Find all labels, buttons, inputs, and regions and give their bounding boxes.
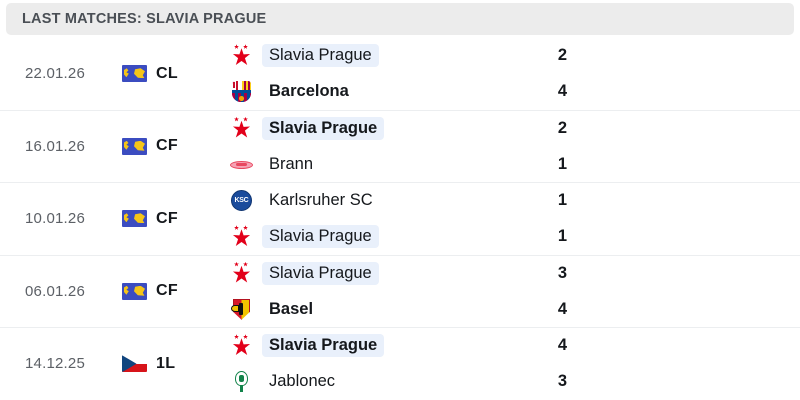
teams-cell: Slavia Prague Barcelona (220, 38, 470, 110)
competition-cell[interactable]: CF (110, 111, 220, 183)
away-team-line[interactable]: Jablonec (230, 371, 470, 393)
row-spacer (655, 183, 800, 255)
teams-cell: Slavia Prague Brann (220, 111, 470, 183)
match-date: 06.01.26 (25, 282, 85, 300)
home-score: 2 (557, 118, 568, 137)
match-date: 16.01.26 (25, 137, 85, 155)
match-date: 22.01.26 (25, 65, 85, 83)
scores-cell: 1 1 (470, 183, 655, 255)
competition-code: CF (156, 209, 178, 227)
home-team-name: Karlsruher SC (269, 191, 373, 210)
home-team-line[interactable]: Slavia Prague (230, 44, 470, 68)
table-row[interactable]: 06.01.26 CF Slavia Prague Basel (0, 255, 800, 328)
home-score: 1 (557, 191, 568, 210)
slavia-prague-crest-icon (230, 116, 253, 140)
scores-cell: 4 3 (470, 328, 655, 400)
away-score: 4 (557, 82, 568, 101)
away-team-name: Barcelona (269, 82, 349, 101)
slavia-prague-crest-icon (230, 225, 253, 248)
match-list: 22.01.26 CL Slavia Prague Barcelona (0, 38, 800, 400)
table-row[interactable]: 16.01.26 CF Slavia Prague Brann (0, 110, 800, 183)
competition-cell[interactable]: CL (110, 38, 220, 110)
home-team-line[interactable]: Slavia Prague (230, 261, 470, 285)
away-score: 3 (557, 372, 568, 391)
competition-code: 1L (156, 354, 176, 372)
competition-code: CL (156, 64, 178, 82)
uefa-flag-icon (122, 137, 147, 155)
competition-cell[interactable]: CF (110, 256, 220, 328)
czech-flag-icon (122, 355, 147, 373)
home-team-name: Slavia Prague (262, 261, 379, 285)
uefa-flag-icon (122, 65, 147, 83)
away-team-name: Jablonec (269, 372, 336, 391)
table-row[interactable]: 10.01.26 CF KSC Karlsruher SC Slavia Pra… (0, 183, 800, 256)
away-score: 1 (557, 227, 568, 246)
home-team-line[interactable]: Slavia Prague (230, 334, 470, 358)
match-date: 14.12.25 (25, 355, 85, 373)
row-spacer (655, 38, 800, 110)
slavia-prague-crest-icon (230, 261, 253, 285)
home-team-name: Slavia Prague (262, 334, 385, 358)
scores-cell: 3 4 (470, 256, 655, 328)
slavia-prague-crest-icon (230, 44, 253, 67)
away-score: 4 (557, 299, 568, 318)
away-team-line[interactable]: Brann (230, 153, 470, 175)
slavia-prague-crest-icon (230, 334, 253, 357)
page-title: LAST MATCHES: SLAVIA PRAGUE (22, 11, 267, 27)
table-row[interactable]: 22.01.26 CL Slavia Prague Barcelona (0, 38, 800, 111)
scores-cell: 2 4 (470, 38, 655, 110)
jablonec-crest-icon (230, 370, 253, 393)
away-team-line[interactable]: Barcelona (230, 81, 470, 103)
away-team-name: Brann (269, 154, 314, 173)
uefa-flag-icon (122, 210, 147, 228)
home-team-name: Slavia Prague (262, 44, 379, 68)
karlsruher-sc-crest-icon: KSC (230, 189, 253, 212)
row-spacer (655, 111, 800, 183)
home-score: 2 (557, 46, 568, 65)
basel-crest-icon (230, 298, 253, 321)
teams-cell: Slavia Prague Jablonec (220, 328, 470, 400)
away-team-line[interactable]: Slavia Prague (230, 225, 470, 249)
barcelona-crest-icon (230, 80, 253, 103)
competition-code: CF (156, 282, 178, 300)
home-team-line[interactable]: Slavia Prague (230, 116, 470, 140)
competition-cell[interactable]: CF (110, 183, 220, 255)
last-matches-panel: LAST MATCHES: SLAVIA PRAGUE 22.01.26 CL … (0, 3, 800, 400)
match-date: 10.01.26 (25, 210, 85, 228)
competition-code: CF (156, 137, 178, 155)
section-header: LAST MATCHES: SLAVIA PRAGUE (6, 3, 794, 35)
away-team-name: Basel (269, 299, 314, 318)
row-spacer (655, 328, 800, 400)
away-score: 1 (557, 154, 568, 173)
scores-cell: 2 1 (470, 111, 655, 183)
home-score: 4 (557, 336, 568, 355)
uefa-flag-icon (122, 282, 147, 300)
away-team-line[interactable]: Basel (230, 298, 470, 320)
teams-cell: Slavia Prague Basel (220, 256, 470, 328)
table-row[interactable]: 14.12.25 1L Slavia Prague (0, 328, 800, 400)
home-score: 3 (557, 263, 568, 282)
teams-cell: KSC Karlsruher SC Slavia Prague (220, 183, 470, 255)
brann-crest-icon (230, 153, 253, 176)
row-spacer (655, 256, 800, 328)
away-team-name: Slavia Prague (262, 225, 379, 249)
home-team-name: Slavia Prague (262, 116, 385, 140)
home-team-line[interactable]: KSC Karlsruher SC (230, 190, 470, 212)
competition-cell[interactable]: 1L (110, 328, 220, 400)
